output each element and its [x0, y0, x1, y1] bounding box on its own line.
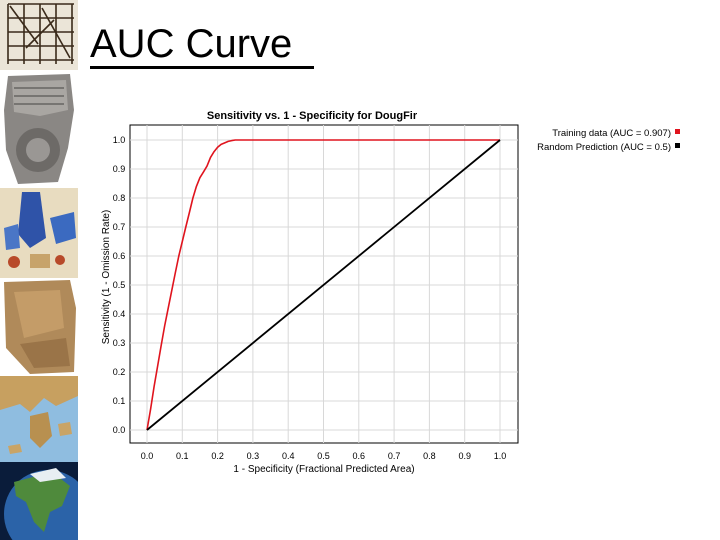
y-tick-label: 0.6 [113, 251, 126, 261]
medieval-map-image [0, 188, 78, 278]
x-tick-label: 0.9 [458, 451, 471, 461]
y-tick-label: 0.2 [113, 367, 126, 377]
legend-label-training: Training data (AUC = 0.907) [552, 128, 671, 139]
y-tick-label: 0.9 [113, 164, 126, 174]
legend-label-random: Random Prediction (AUC = 0.5) [537, 142, 671, 153]
north-america-satellite-image [0, 462, 78, 540]
auc-chart: Sensitivity vs. 1 - Specificity for Doug… [101, 110, 680, 475]
y-axis-label: Sensitivity (1 - Omission Rate) [101, 210, 112, 344]
slide-title: AUC Curve [90, 22, 293, 66]
x-tick-label: 0.7 [388, 451, 401, 461]
tick-labels: 0.0 0.1 0.2 0.3 0.4 0.5 0.6 0.7 0.8 0.9 1.0 0.0 0.1 0… [113, 135, 507, 461]
x-tick-label: 0.5 [317, 451, 330, 461]
y-tick-label: 0.1 [113, 396, 126, 406]
x-tick-label: 0.6 [353, 451, 366, 461]
x-tick-label: 1.0 [494, 451, 507, 461]
random-prediction-line [146, 139, 501, 431]
grid [130, 125, 518, 443]
x-axis-label: 1 - Specificity (Fractional Predicted Ar… [233, 464, 414, 475]
y-tick-label: 0.3 [113, 338, 126, 348]
legend-swatch-training [675, 129, 680, 134]
legend-swatch-random [675, 143, 680, 148]
x-tick-label: 0.3 [247, 451, 260, 461]
y-tick-label: 0.5 [113, 280, 126, 290]
y-tick-label: 0.8 [113, 193, 126, 203]
x-tick-label: 0.8 [423, 451, 436, 461]
legend: Training data (AUC = 0.907) Random Predi… [537, 128, 680, 153]
cuneiform-tablet-image [0, 70, 78, 188]
y-tick-label: 1.0 [113, 135, 126, 145]
y-tick-label: 0.7 [113, 222, 126, 232]
title-underline [90, 66, 314, 69]
x-tick-label: 0.4 [282, 451, 295, 461]
clay-fragment-image [0, 278, 78, 376]
image-sidebar [0, 0, 78, 540]
y-tick-label: 0.0 [113, 425, 126, 435]
training-data-line [146, 139, 500, 431]
greece-relief-map-image [0, 376, 78, 462]
series [146, 139, 501, 431]
y-tick-label: 0.4 [113, 309, 126, 319]
x-tick-label: 0.2 [211, 451, 224, 461]
x-tick-label: 0.0 [141, 451, 154, 461]
grid-map-image [0, 0, 78, 70]
x-tick-label: 0.1 [176, 451, 189, 461]
chart-title: Sensitivity vs. 1 - Specificity for Doug… [207, 110, 418, 122]
